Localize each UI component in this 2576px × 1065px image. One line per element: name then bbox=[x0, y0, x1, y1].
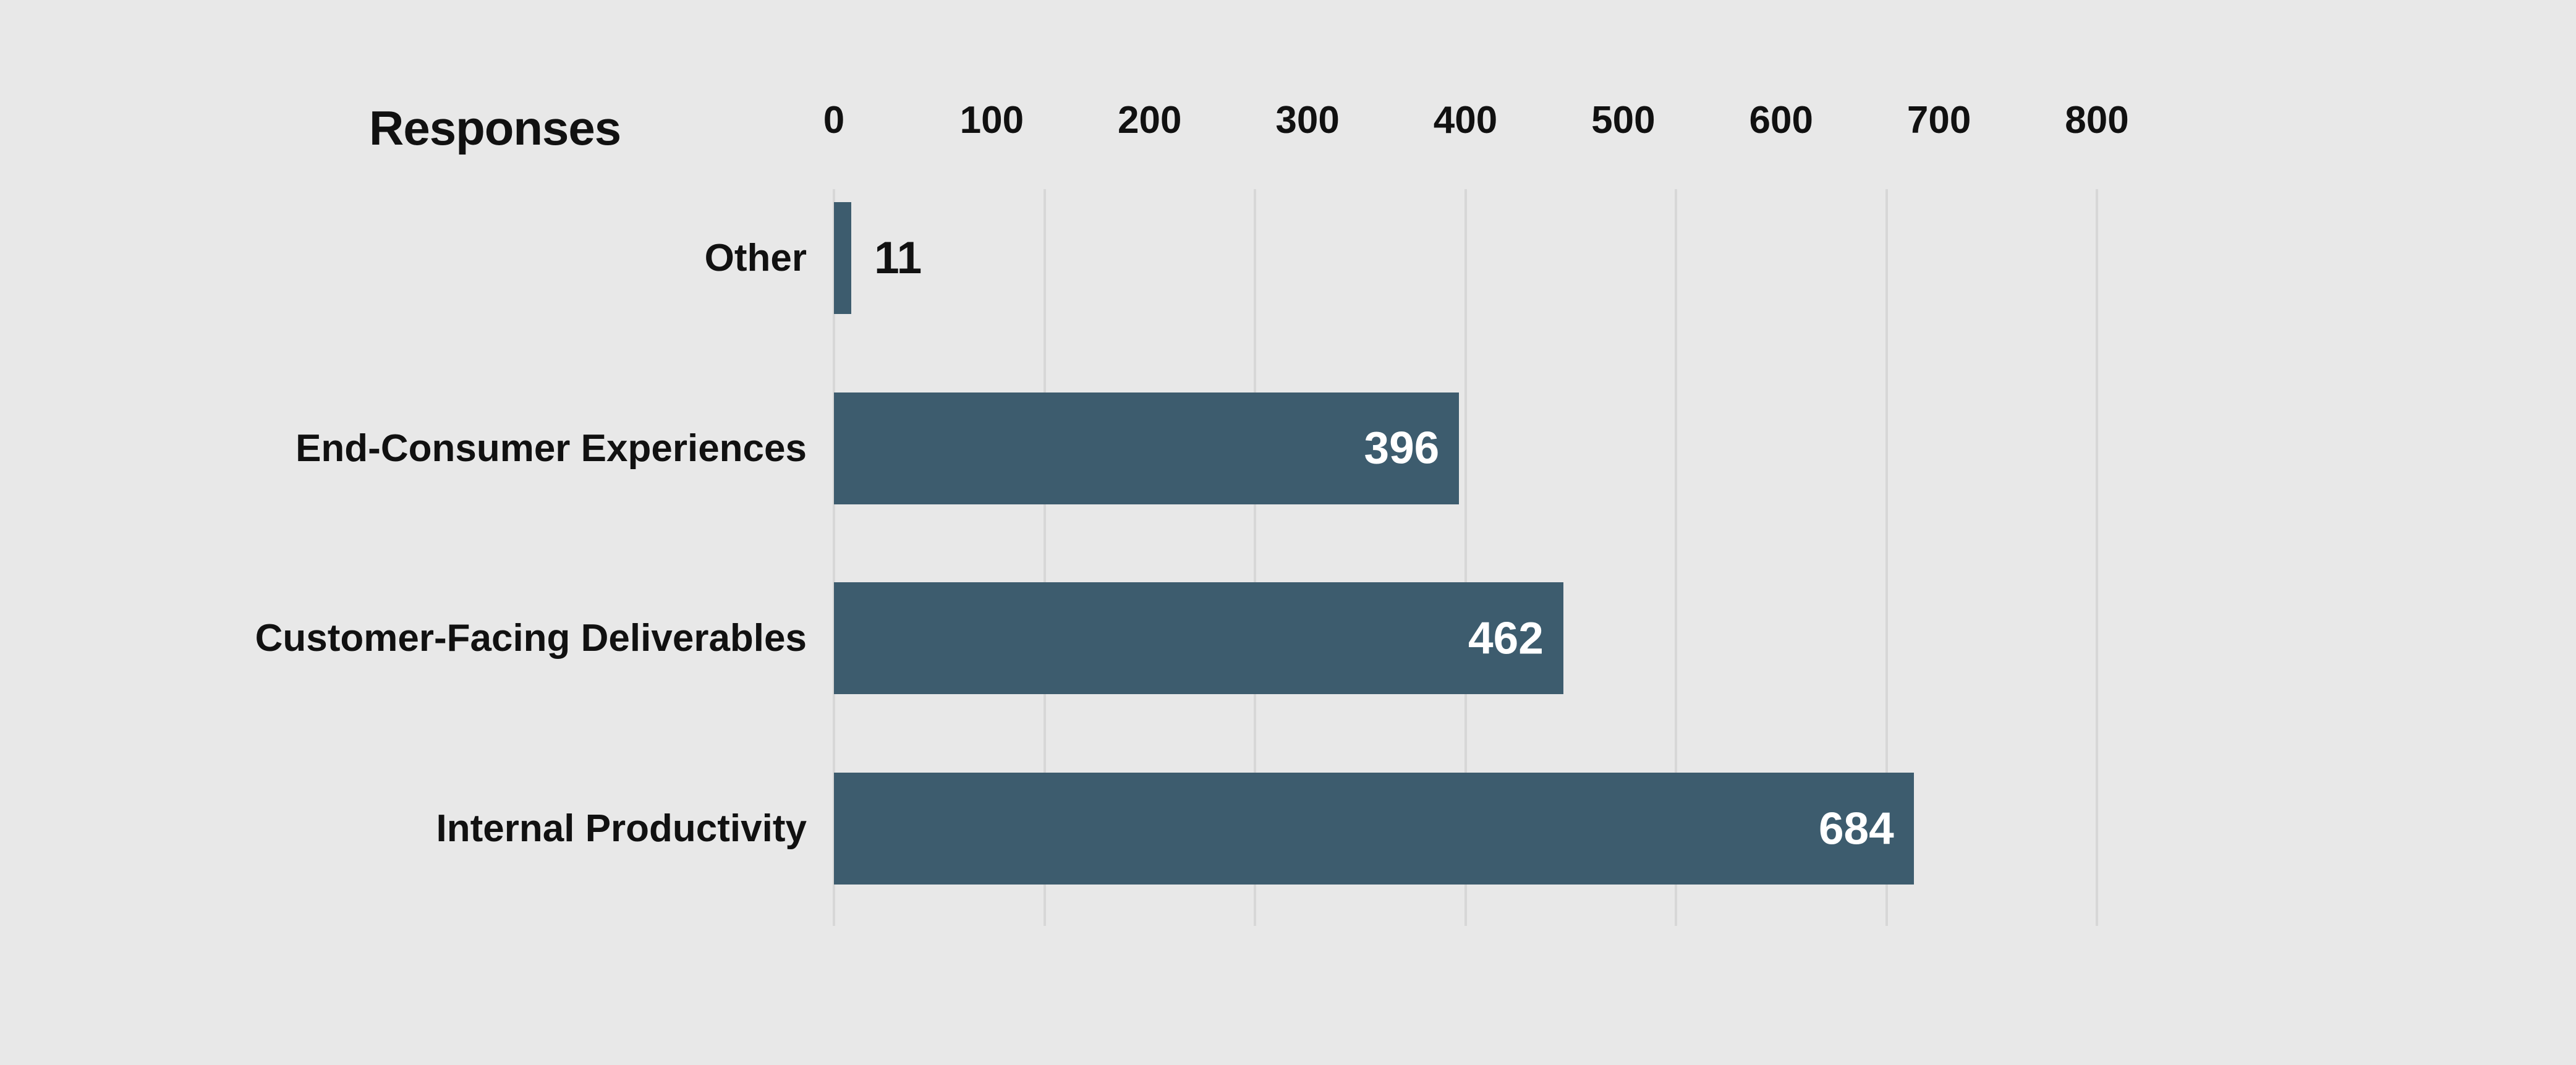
bar-value-label: 462 bbox=[1468, 613, 1544, 664]
x-axis-tick-label: 700 bbox=[1906, 99, 1971, 142]
category-label-end-consumer-experiences: End-Consumer Experiences bbox=[295, 426, 807, 470]
x-axis-tick-label: 100 bbox=[959, 99, 1024, 142]
bar-end-consumer-experiences: 396 bbox=[834, 392, 1460, 504]
gridline bbox=[1254, 189, 1256, 926]
gridline bbox=[1464, 189, 1467, 926]
bar-customer-facing-deliverables: 462 bbox=[834, 582, 1563, 695]
category-label-other: Other bbox=[704, 237, 807, 279]
bar-internal-productivity: 684 bbox=[834, 773, 1914, 885]
x-axis-tick-label: 600 bbox=[1749, 99, 1813, 142]
x-axis-tick-label: 300 bbox=[1275, 99, 1340, 142]
x-axis-tick-label: 800 bbox=[2065, 99, 2129, 142]
x-axis-tick-label: 400 bbox=[1433, 99, 1498, 142]
x-axis-tick-label: 200 bbox=[1118, 99, 1182, 142]
bar-value-label: 684 bbox=[1818, 804, 1894, 854]
gridline bbox=[2096, 189, 2098, 926]
bar-value-label: 11 bbox=[874, 233, 922, 283]
gridline bbox=[833, 189, 835, 926]
bar-other bbox=[834, 202, 852, 314]
gridline bbox=[1675, 189, 1677, 926]
gridline bbox=[1043, 189, 1046, 926]
x-axis-tick-label: 0 bbox=[823, 99, 845, 142]
category-label-customer-facing-deliverables: Customer-Facing Deliverables bbox=[255, 617, 807, 660]
x-axis-tick-label: 500 bbox=[1591, 99, 1656, 142]
gridline bbox=[1885, 189, 1888, 926]
category-label-internal-productivity: Internal Productivity bbox=[436, 807, 807, 851]
bar-value-label: 396 bbox=[1364, 423, 1440, 473]
chart-title: Responses bbox=[369, 101, 621, 155]
